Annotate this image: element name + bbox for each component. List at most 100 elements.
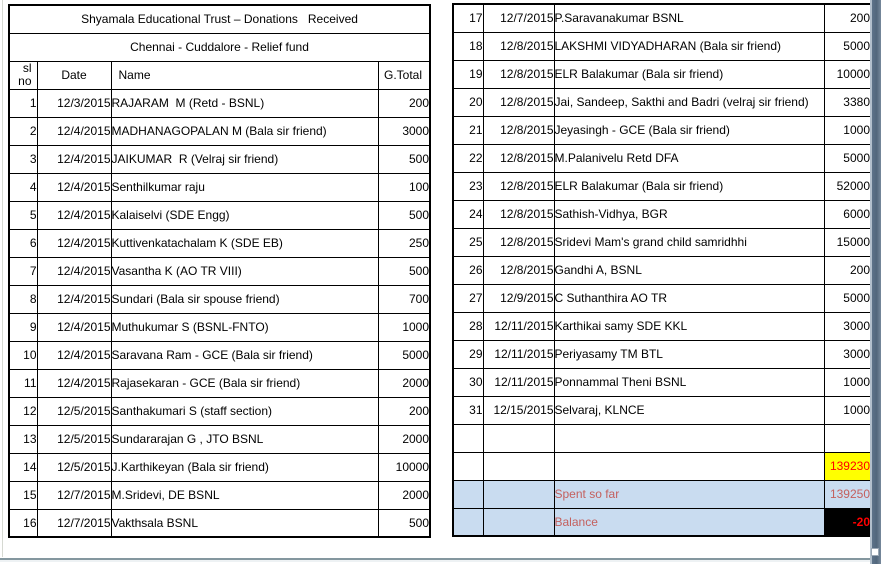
cell-name[interactable]: Saravana Ram - GCE (Bala sir friend) [110,340,379,370]
cell-sl[interactable]: 30 [452,367,484,397]
cell-sl[interactable]: 24 [452,199,484,229]
cell-date[interactable]: 12/4/2015 [36,144,112,174]
cell-total[interactable]: 500 [377,508,431,538]
cell-name[interactable]: Ponnammal Theni BSNL [553,367,825,397]
cell-total[interactable]: 52000 [823,171,872,201]
cell-total[interactable]: 1000 [377,312,431,342]
cell-empty[interactable] [452,451,484,481]
cell-date[interactable]: 12/11/2015 [482,367,555,397]
cell-name[interactable]: J.Karthikeyan (Bala sir friend) [110,452,379,482]
cell-total[interactable]: 2000 [377,424,431,454]
cell-sl[interactable]: 11 [8,368,38,398]
cell-total[interactable]: 1000 [823,367,872,397]
cell-date[interactable]: 12/4/2015 [36,312,112,342]
cell-total[interactable]: 3000 [377,116,431,146]
cell-sl[interactable]: 5 [8,200,38,230]
cell-empty[interactable] [553,423,825,453]
cell-date[interactable]: 12/5/2015 [36,452,112,482]
cell-date[interactable]: 12/8/2015 [482,171,555,201]
cell-empty[interactable] [452,423,484,453]
cell-name[interactable]: M.Sridevi, DE BSNL [110,480,379,510]
cell-sl[interactable]: 29 [452,339,484,369]
cell-empty[interactable] [482,451,555,481]
cell-total[interactable]: 250 [377,228,431,258]
cell-sl[interactable]: 23 [452,171,484,201]
cell-date[interactable]: 12/5/2015 [36,424,112,454]
cell-total[interactable]: 1000 [823,115,872,145]
cell-total[interactable]: 10000 [823,59,872,89]
cell-sl[interactable]: 28 [452,311,484,341]
cell-name[interactable]: Jai, Sandeep, Sakthi and Badri (velraj s… [553,87,825,117]
cell-name[interactable]: Sundari (Bala sir spouse friend) [110,284,379,314]
cell-date[interactable]: 12/8/2015 [482,227,555,257]
cell-total[interactable]: 3000 [823,339,872,369]
cell-name[interactable]: LAKSHMI VIDYADHARAN (Bala sir friend) [553,31,825,61]
cell-total[interactable]: 200 [823,3,872,33]
cell-total[interactable]: 3000 [823,311,872,341]
cell-sl[interactable]: 26 [452,255,484,285]
cell-sl[interactable]: 15 [8,480,38,510]
cell-name[interactable]: Sundararajan G , JTO BSNL [110,424,379,454]
cell-empty[interactable] [823,423,872,453]
cell-date[interactable]: 12/8/2015 [482,199,555,229]
cell-date[interactable]: 12/4/2015 [36,228,112,258]
balance-value[interactable]: -20 [823,507,872,537]
cell-name[interactable]: Karthikai samy SDE KKL [553,311,825,341]
cell-total[interactable]: 500 [377,256,431,286]
cell-name[interactable]: Periyasamy TM BTL [553,339,825,369]
cell-total[interactable]: 200 [377,88,431,118]
cell-sl[interactable]: 8 [8,284,38,314]
cell-name[interactable]: M.Palanivelu Retd DFA [553,143,825,173]
cell-date[interactable]: 12/7/2015 [36,480,112,510]
cell-date[interactable]: 12/8/2015 [482,59,555,89]
cell-sl[interactable]: 13 [8,424,38,454]
cell-sl[interactable]: 2 [8,116,38,146]
cell-empty[interactable] [452,507,484,537]
cell-total[interactable]: 15000 [823,227,872,257]
cell-name[interactable]: Santhakumari S (staff section) [110,396,379,426]
cell-date[interactable]: 12/9/2015 [482,283,555,313]
cell-empty[interactable] [482,423,555,453]
cell-name[interactable]: Kalaiselvi (SDE Engg) [110,200,379,230]
cell-sl[interactable]: 18 [452,31,484,61]
cell-name[interactable]: RAJARAM M (Retd - BSNL) [110,88,379,118]
resize-handle[interactable] [871,548,879,556]
cell-name[interactable]: P.Saravanakumar BSNL [553,3,825,33]
cell-date[interactable]: 12/15/2015 [482,395,555,425]
cell-sl[interactable]: 7 [8,256,38,286]
cell-date[interactable]: 12/8/2015 [482,87,555,117]
cell-date[interactable]: 12/8/2015 [482,115,555,145]
cell-name[interactable]: Senthilkumar raju [110,172,379,202]
cell-sl[interactable]: 17 [452,3,484,33]
cell-sl[interactable]: 16 [8,508,38,538]
cell-name[interactable]: ELR Balakumar (Bala sir friend) [553,59,825,89]
cell-name[interactable]: C Suthanthira AO TR [553,283,825,313]
cell-date[interactable]: 12/4/2015 [36,116,112,146]
cell-name[interactable]: Jeyasingh - GCE (Bala sir friend) [553,115,825,145]
cell-date[interactable]: 12/11/2015 [482,311,555,341]
cell-total[interactable]: 2000 [377,480,431,510]
cell-empty[interactable] [482,507,555,537]
cell-date[interactable]: 12/4/2015 [36,340,112,370]
cell-date[interactable]: 12/7/2015 [482,3,555,33]
cell-name[interactable]: Vasantha K (AO TR VIII) [110,256,379,286]
cell-sl[interactable]: 9 [8,312,38,342]
cell-date[interactable]: 12/4/2015 [36,284,112,314]
cell-sl[interactable]: 20 [452,87,484,117]
cell-name[interactable]: MADHANAGOPALAN M (Bala sir friend) [110,116,379,146]
cell-name[interactable]: Kuttivenkatachalam K (SDE EB) [110,228,379,258]
cell-name[interactable]: Gandhi A, BSNL [553,255,825,285]
cell-total[interactable]: 200 [377,396,431,426]
cell-date[interactable]: 12/8/2015 [482,143,555,173]
spent-so-far-value[interactable]: 139250 [823,479,872,509]
cell-total[interactable]: 2000 [377,368,431,398]
cell-total[interactable]: 700 [377,284,431,314]
cell-name[interactable]: ELR Balakumar (Bala sir friend) [553,171,825,201]
cell-date[interactable]: 12/8/2015 [482,255,555,285]
cell-sl[interactable]: 4 [8,172,38,202]
cell-sl[interactable]: 14 [8,452,38,482]
cell-name[interactable]: Sridevi Mam's grand child samridhhi [553,227,825,257]
cell-name[interactable]: Sathish-Vidhya, BGR [553,199,825,229]
cell-date[interactable]: 12/7/2015 [36,508,112,538]
spent-so-far-label[interactable]: Spent so far [553,479,825,509]
